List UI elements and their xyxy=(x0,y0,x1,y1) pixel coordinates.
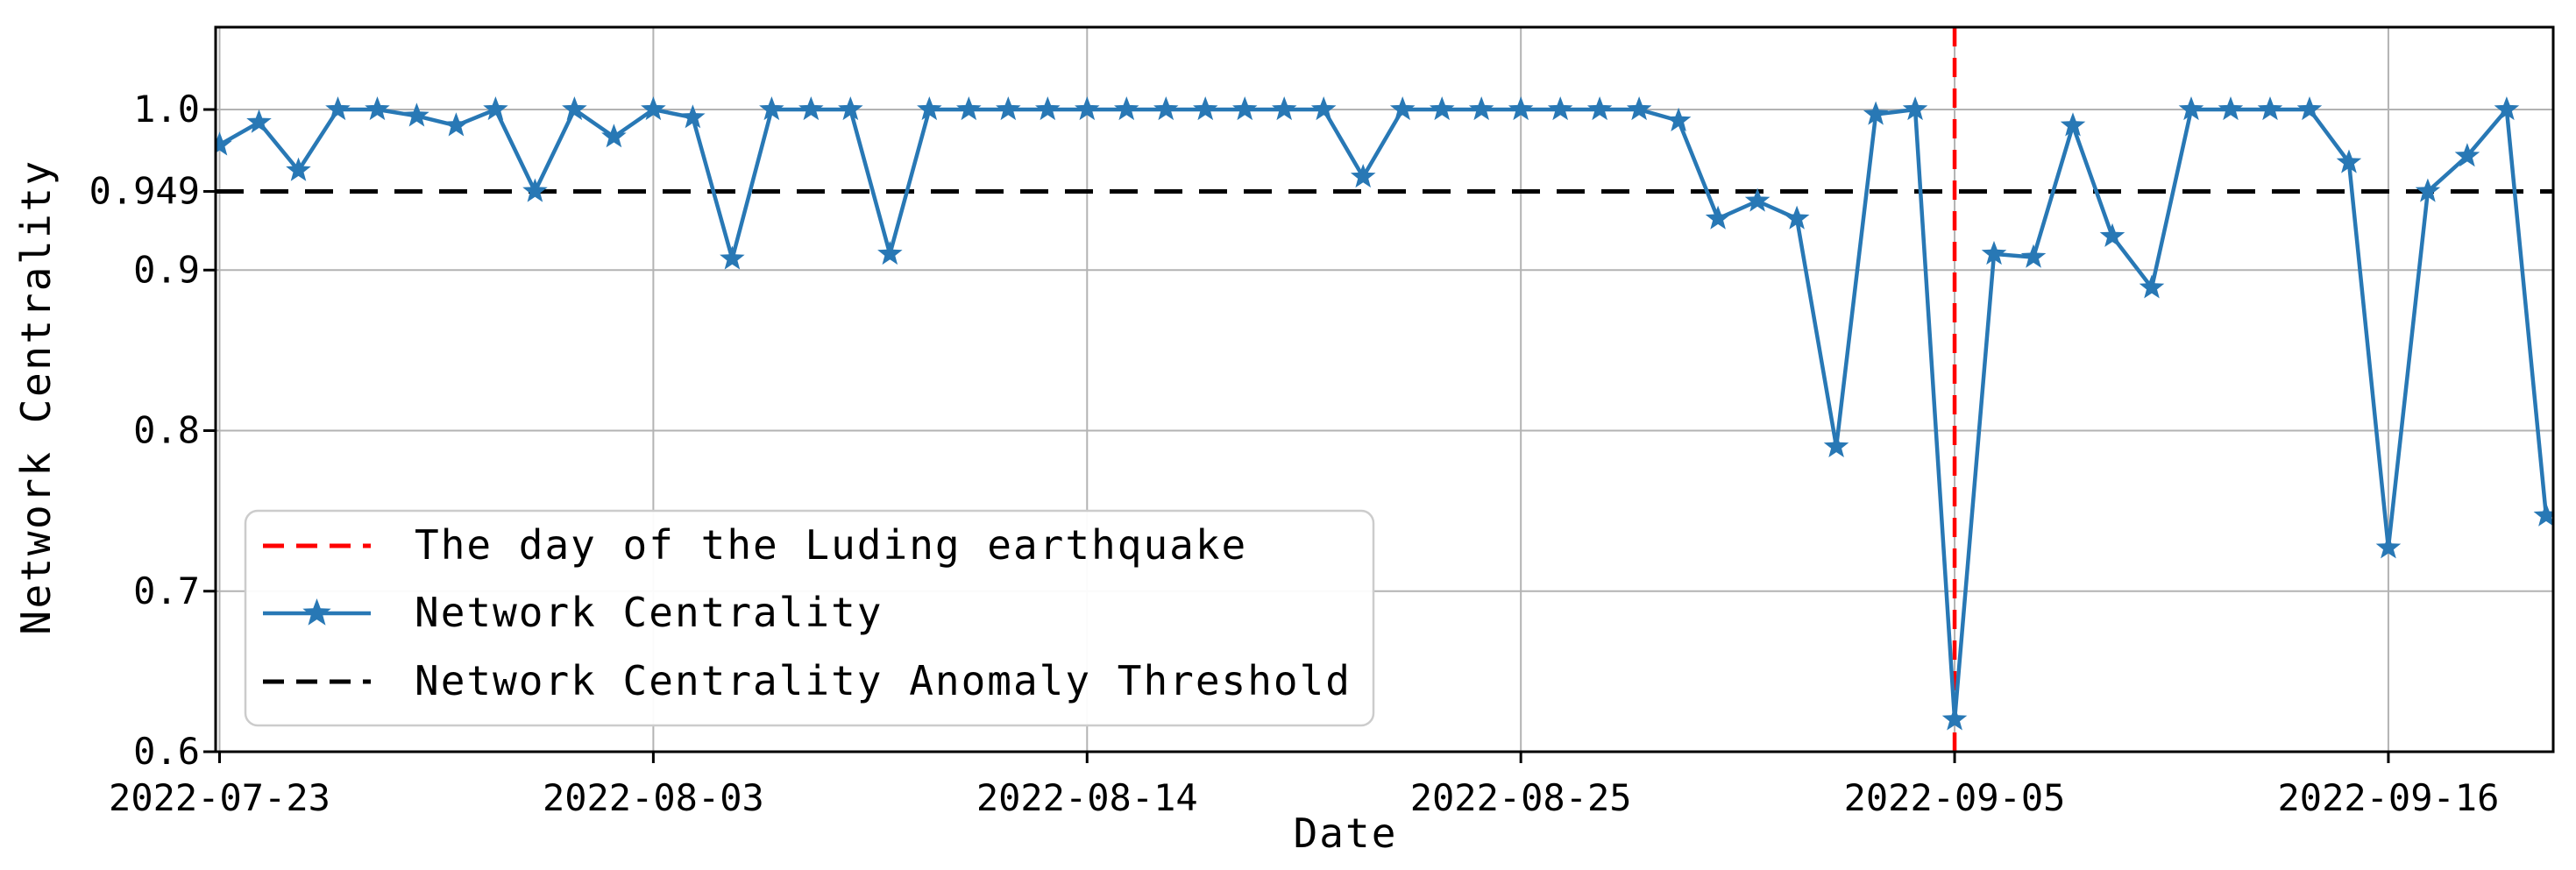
x-tick-label: 2022-09-16 xyxy=(2278,776,2500,819)
star-marker xyxy=(1193,96,1218,121)
star-marker xyxy=(1863,101,1889,125)
star-marker xyxy=(2218,96,2244,121)
y-tick-label: 0.8 xyxy=(133,409,200,452)
star-marker xyxy=(2139,274,2165,299)
star-marker xyxy=(1468,96,1494,121)
star-marker xyxy=(522,178,548,202)
star-marker xyxy=(1114,96,1139,121)
network-centrality-line xyxy=(218,107,2549,722)
legend-label: The day of the Luding earthquake xyxy=(415,521,1247,569)
star-marker xyxy=(483,96,508,121)
star-marker xyxy=(1350,164,1376,188)
plot-border xyxy=(214,25,2555,753)
star-marker xyxy=(1508,96,1534,121)
network-centrality-markers xyxy=(216,96,2553,731)
star-marker xyxy=(2533,502,2553,527)
star-marker xyxy=(720,245,745,270)
star-marker xyxy=(1902,96,1928,121)
x-tick-label: 2022-07-23 xyxy=(109,776,330,819)
star-marker xyxy=(917,96,942,121)
star-marker xyxy=(996,96,1021,121)
star-marker xyxy=(216,131,232,156)
star-marker xyxy=(2257,96,2283,121)
x-tick-label: 2022-09-05 xyxy=(1844,776,2066,819)
star-marker xyxy=(404,103,429,127)
star-marker xyxy=(1744,187,1771,212)
star-marker xyxy=(680,104,706,129)
legend-label: Network Centrality xyxy=(415,589,884,636)
star-marker xyxy=(877,240,903,265)
star-marker xyxy=(325,96,351,121)
y-tick-label: 0.7 xyxy=(133,569,200,612)
star-marker xyxy=(1823,433,1849,457)
star-marker xyxy=(838,96,863,121)
star-marker xyxy=(1035,96,1061,121)
star-marker xyxy=(759,96,784,121)
star-marker xyxy=(2454,143,2480,167)
star-marker xyxy=(1586,96,1613,121)
legend-star-marker xyxy=(302,598,331,626)
star-marker xyxy=(1705,205,1731,230)
y-axis-label: Network Centrality xyxy=(12,159,60,635)
star-marker xyxy=(1547,96,1573,121)
star-marker xyxy=(365,96,390,121)
star-marker xyxy=(1981,240,2007,265)
star-marker xyxy=(2296,96,2323,121)
star-marker xyxy=(1272,96,1297,121)
x-tick-label: 2022-08-25 xyxy=(1410,776,1632,819)
star-marker xyxy=(246,109,272,133)
star-marker xyxy=(1941,706,1968,731)
legend-box xyxy=(244,509,1375,727)
star-marker xyxy=(2415,178,2441,202)
star-marker xyxy=(1075,96,1100,121)
star-marker xyxy=(2494,96,2520,121)
star-marker xyxy=(2020,244,2047,268)
star-marker xyxy=(562,96,587,121)
y-tick-label: 1.0 xyxy=(133,88,200,131)
star-marker xyxy=(1784,205,1810,230)
x-tick-label: 2022-08-14 xyxy=(976,776,1198,819)
star-marker xyxy=(2099,223,2125,247)
star-marker xyxy=(1153,96,1179,121)
star-marker xyxy=(286,157,311,181)
y-tick-label: 0.6 xyxy=(133,730,200,773)
star-marker xyxy=(2375,534,2402,559)
star-marker xyxy=(798,96,824,121)
star-marker xyxy=(444,112,469,137)
star-marker xyxy=(641,96,666,121)
star-marker xyxy=(601,124,627,148)
star-marker xyxy=(956,96,982,121)
star-marker xyxy=(2178,96,2204,121)
star-marker xyxy=(2336,149,2362,173)
y-tick-label: 0.9 xyxy=(133,248,200,291)
y-tick-label: 0.949 xyxy=(89,169,200,212)
star-marker xyxy=(1389,96,1416,121)
star-marker xyxy=(1626,96,1652,121)
x-axis-label: Date xyxy=(1294,810,1398,857)
star-marker xyxy=(1665,107,1692,131)
star-marker xyxy=(1429,96,1455,121)
x-tick-label: 2022-08-03 xyxy=(543,776,764,819)
star-marker xyxy=(1310,96,1337,121)
legend-label: Network Centrality Anomaly Threshold xyxy=(415,657,1352,704)
star-marker xyxy=(2060,112,2086,137)
star-marker xyxy=(1232,96,1258,121)
